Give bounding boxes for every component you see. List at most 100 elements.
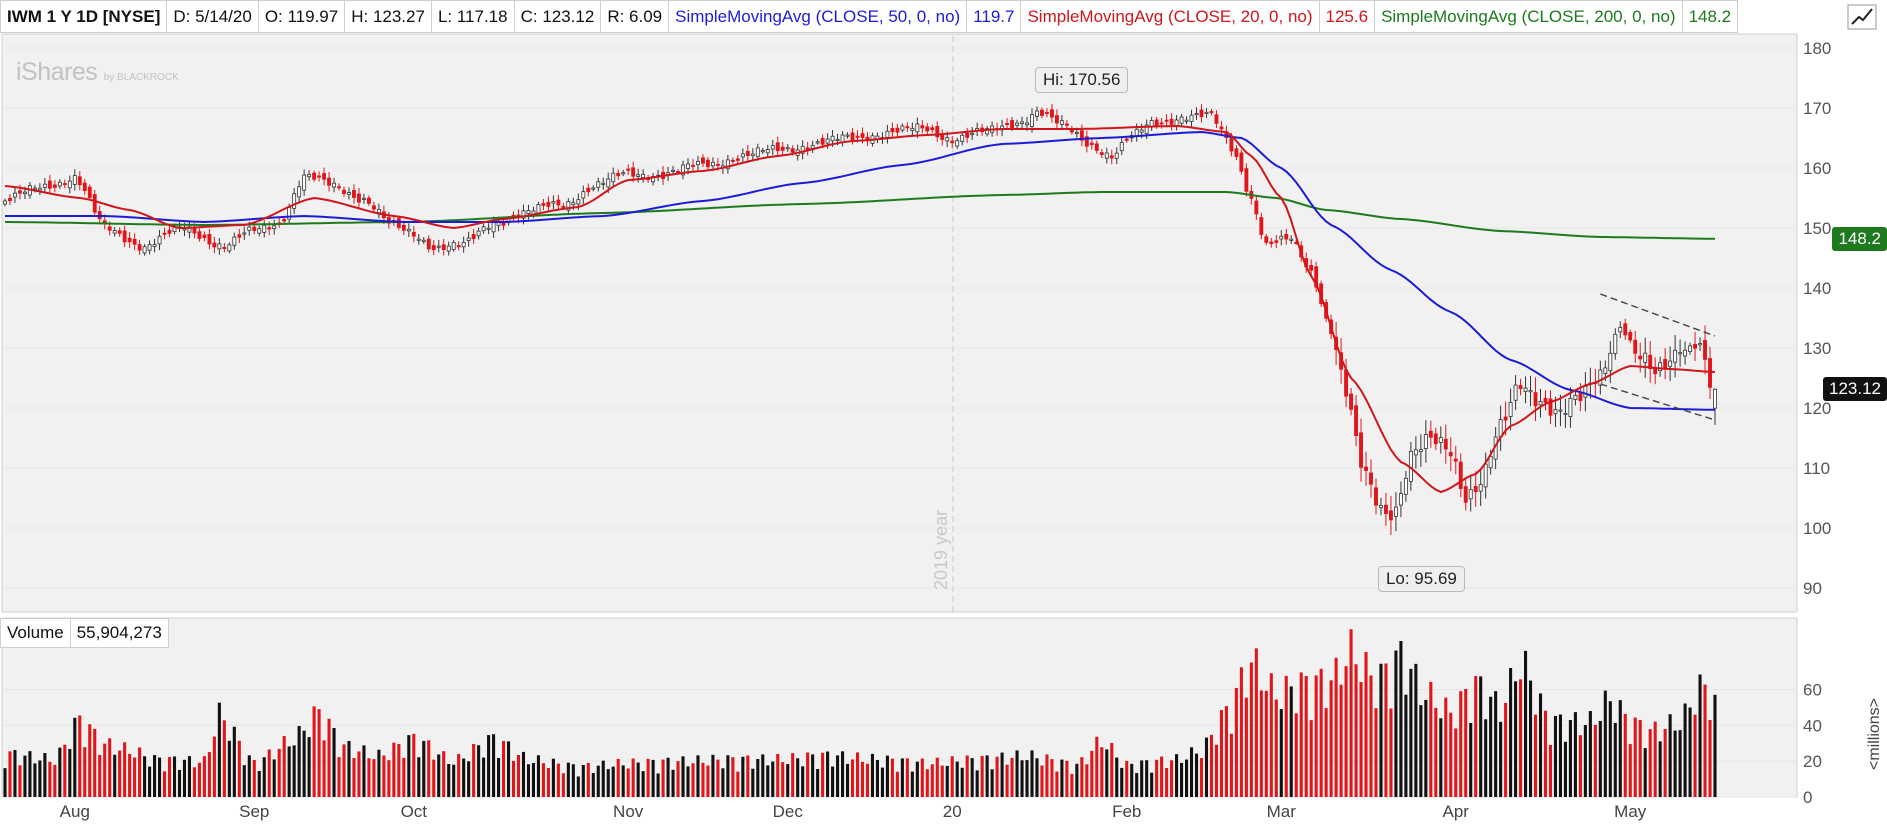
volume-bar: [801, 766, 805, 797]
close-readout: C: 123.12: [514, 0, 602, 33]
volume-bar: [367, 758, 371, 797]
candle-down: [965, 132, 970, 138]
volume-bar: [477, 745, 481, 797]
volume-bar: [641, 771, 645, 797]
candle-down: [855, 135, 860, 138]
volume-bar: [1633, 717, 1637, 797]
volume-bar: [1115, 757, 1119, 797]
volume-bar: [646, 758, 650, 797]
volume-bar: [855, 752, 860, 797]
trendline: [1600, 293, 1716, 337]
volume-bar: [8, 751, 12, 797]
candle-up: [232, 236, 237, 246]
candle-up: [1289, 238, 1294, 241]
candle-up: [142, 246, 147, 254]
volume-bar: [1389, 708, 1393, 797]
sma20-label[interactable]: SimpleMovingAvg (CLOSE, 20, 0, no): [1021, 0, 1320, 33]
candle-up: [466, 237, 471, 241]
volume-bar: [1209, 734, 1214, 797]
candle-down: [167, 229, 172, 234]
candle-down: [337, 186, 341, 189]
candle-down: [202, 234, 207, 238]
volume-bar: [1214, 744, 1219, 797]
candle-down: [137, 244, 142, 251]
volume-bar: [1533, 714, 1538, 797]
candle-up: [830, 135, 835, 142]
candle-down: [1473, 486, 1478, 493]
volume-bar: [302, 730, 306, 797]
volume-bar: [726, 755, 730, 797]
volume-bar: [551, 758, 555, 797]
volume-bar: [1469, 722, 1473, 797]
sma50-label[interactable]: SimpleMovingAvg (CLOSE, 50, 0, no): [669, 0, 968, 33]
candle-down: [192, 227, 197, 234]
candle-down: [561, 205, 566, 208]
volume-bar: [287, 746, 291, 797]
candle-down: [1633, 339, 1638, 354]
volume-bar: [227, 740, 231, 797]
volume-bar: [497, 757, 501, 797]
candle-down: [1349, 393, 1354, 410]
chart-settings-icon[interactable]: [1847, 4, 1877, 30]
volume-bar: [457, 754, 461, 797]
symbol-label[interactable]: IWM 1 Y 1D [NYSE]: [0, 0, 168, 33]
candle-down: [1005, 122, 1010, 125]
volume-bar: [636, 762, 640, 797]
candle-down: [1264, 236, 1269, 243]
volume-bar: [895, 771, 899, 797]
volume-bar: [387, 760, 391, 797]
price-tick-label: 180: [1803, 39, 1831, 58]
candle-up: [1184, 119, 1189, 122]
candle-down: [441, 244, 446, 250]
volume-bar: [1334, 657, 1338, 797]
volume-bar: [741, 756, 745, 797]
price-tick-label: 170: [1803, 99, 1831, 118]
candle-up: [1608, 352, 1613, 372]
candle-up: [1713, 388, 1717, 409]
volume-bar: [1010, 757, 1014, 797]
volume-bar: [18, 765, 22, 797]
volume-bar: [905, 758, 909, 797]
volume-bar: [950, 756, 954, 797]
sma200-label[interactable]: SimpleMovingAvg (CLOSE, 200, 0, no): [1375, 0, 1683, 33]
volume-bar: [1005, 764, 1009, 797]
candle-up: [1119, 142, 1124, 152]
volume-bar: [1424, 699, 1428, 797]
volume-bar: [1314, 675, 1318, 797]
volume-bar: [1309, 720, 1313, 797]
volume-bar: [1563, 741, 1567, 797]
candle-down: [890, 128, 895, 133]
volume-bar: [781, 762, 785, 797]
volume-bar: [1573, 712, 1577, 797]
volume-bar: [706, 765, 710, 797]
candle-up: [3, 200, 7, 205]
volume-bar: [1439, 718, 1443, 797]
candle-up: [1523, 387, 1528, 392]
candle-down: [1693, 343, 1698, 349]
low-readout: L: 117.18: [431, 0, 515, 33]
candle-up: [740, 153, 745, 158]
volume-bar: [307, 737, 311, 797]
volume-bar: [601, 760, 605, 797]
volume-bar: [93, 728, 97, 797]
candle-up: [960, 134, 965, 142]
volume-bar: [1434, 707, 1438, 797]
candle-up: [1144, 124, 1149, 134]
candle-up: [1528, 390, 1533, 393]
volume-bar: [297, 726, 301, 797]
volume-bar: [606, 769, 610, 797]
volume-bar: [1409, 668, 1413, 797]
candle-down: [1463, 486, 1468, 503]
candle-down: [1663, 358, 1668, 369]
volume-bar: [1464, 688, 1468, 797]
volume-bar: [43, 753, 47, 797]
volume-bar: [3, 768, 7, 797]
volume-bar: [975, 770, 979, 797]
volume-bar: [501, 740, 506, 797]
volume-bar: [561, 773, 565, 797]
sma50-value: 119.7: [967, 0, 1022, 33]
volume-bar: [1050, 759, 1054, 797]
candle-up: [710, 161, 715, 167]
volume-bar: [392, 742, 396, 797]
